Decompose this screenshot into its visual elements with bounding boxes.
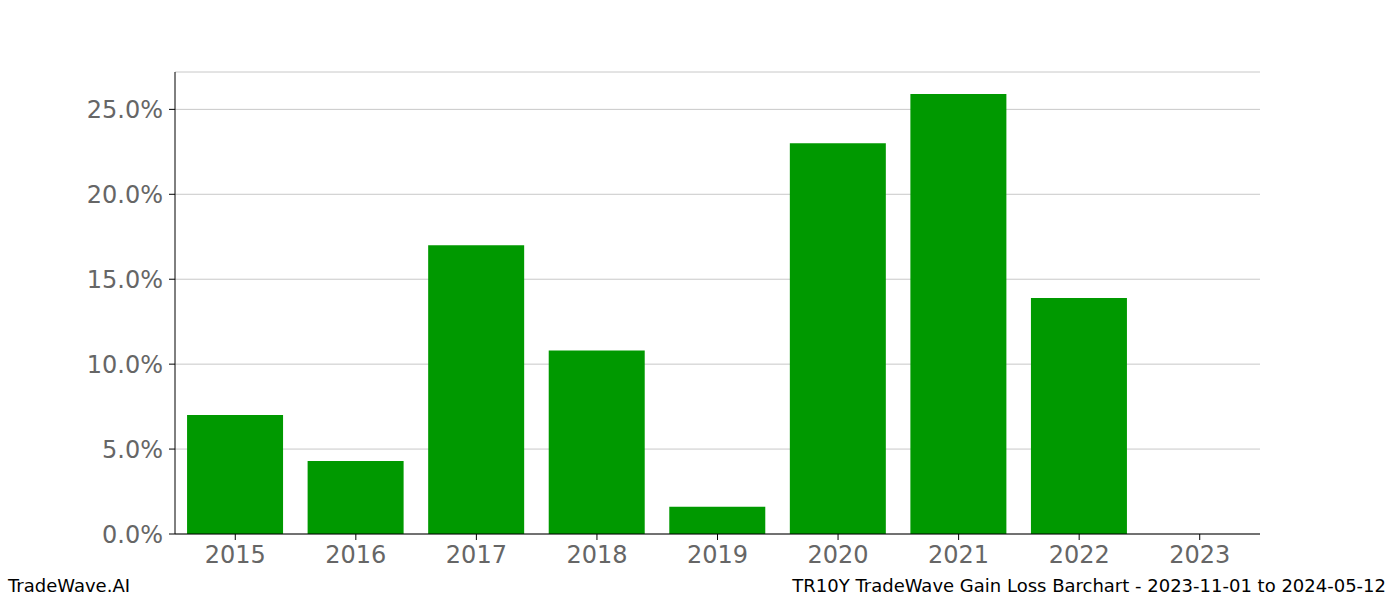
svg-text:2019: 2019 <box>687 541 748 569</box>
svg-text:20.0%: 20.0% <box>87 181 163 209</box>
svg-text:2017: 2017 <box>446 541 507 569</box>
svg-text:25.0%: 25.0% <box>87 96 163 124</box>
svg-text:2016: 2016 <box>325 541 386 569</box>
svg-text:2015: 2015 <box>205 541 266 569</box>
html-text:TR10Y TradeWave Gain Loss Barc: TR10Y TradeWave Gain Loss Barchart - 202… <box>792 575 1386 596</box>
svg-text:0.0%: 0.0% <box>102 521 163 549</box>
html-text:TradeWave.AI: TradeWave.AI <box>8 575 130 596</box>
svg-text:2020: 2020 <box>808 541 869 569</box>
svg-text:2022: 2022 <box>1049 541 1110 569</box>
svg-text:10.0%: 10.0% <box>87 351 163 379</box>
svg-text:2023: 2023 <box>1169 541 1230 569</box>
svg-text:5.0%: 5.0% <box>102 436 163 464</box>
svg-text:2018: 2018 <box>566 541 627 569</box>
svg-text:2021: 2021 <box>928 541 989 569</box>
svg-text:15.0%: 15.0% <box>87 266 163 294</box>
